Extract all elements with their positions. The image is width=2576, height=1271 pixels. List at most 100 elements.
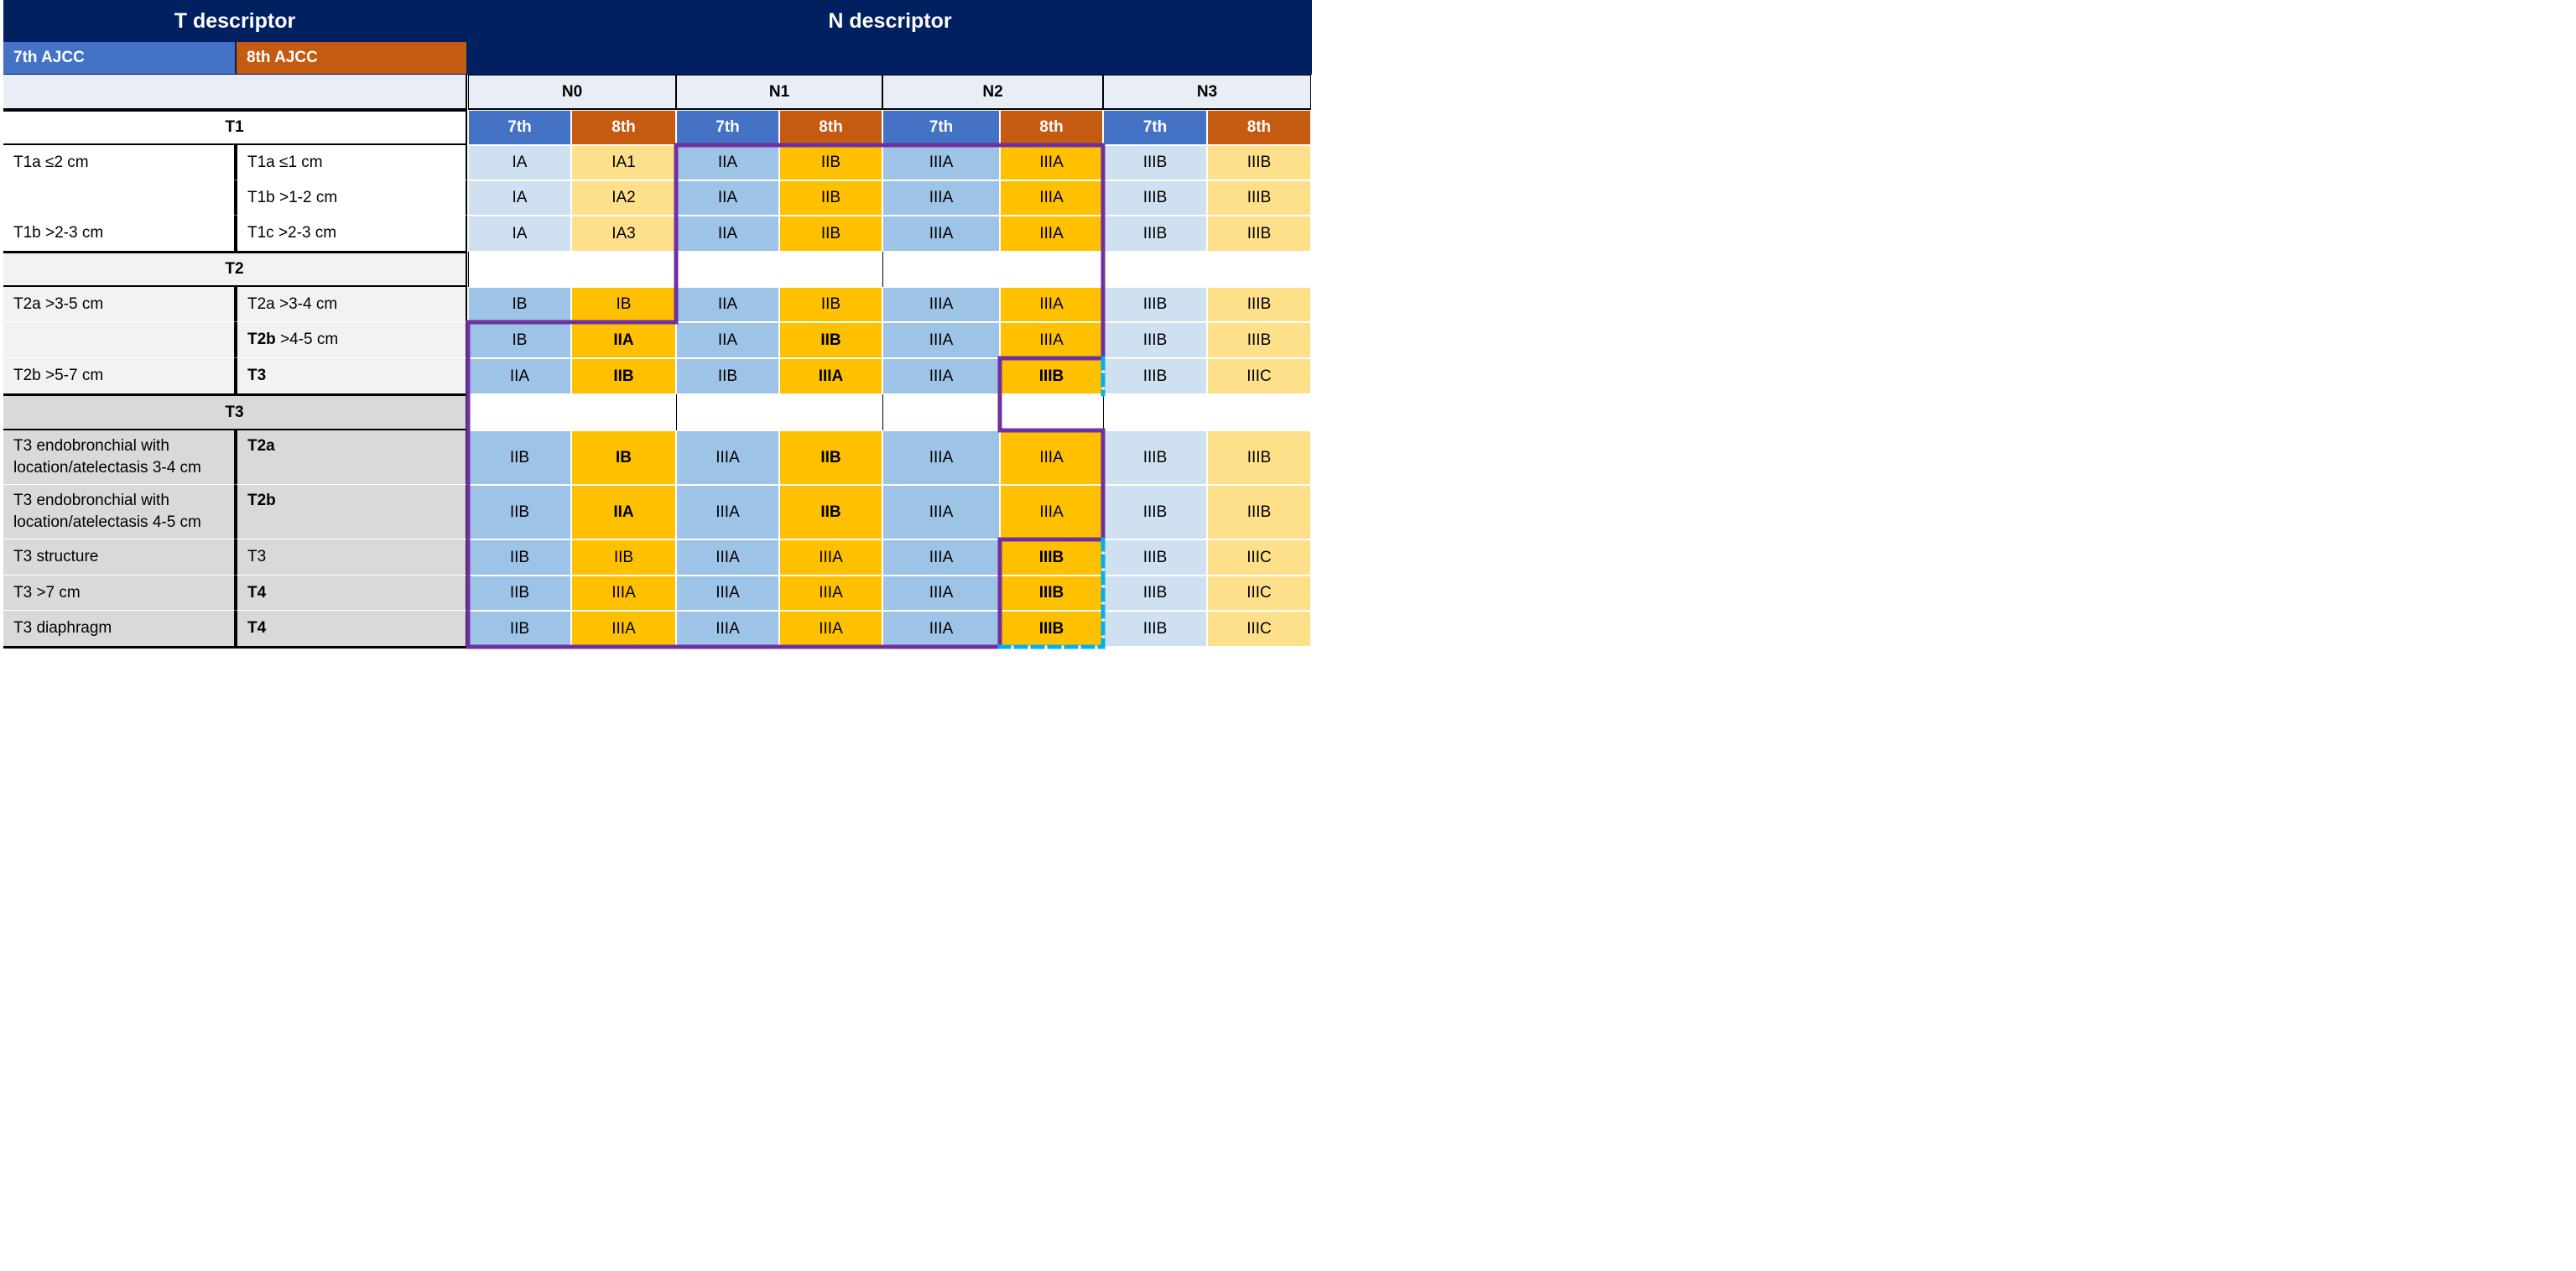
stage-cell: IIIA — [571, 611, 676, 647]
row-8th-descriptor: T4 — [236, 611, 467, 647]
stage-cell: IIIB — [1207, 216, 1311, 252]
row-8th-descriptor-bold: T4 — [247, 583, 267, 602]
n-group-header-n1: N1 — [676, 75, 882, 110]
stage-cell: IIIA — [571, 576, 676, 611]
edition-header-7th: 7th — [676, 110, 779, 145]
stage-cell: IIIB — [1207, 430, 1311, 485]
stage-cell: IIIB — [1103, 322, 1207, 358]
row-7th-descriptor: T1a ≤2 cm — [3, 145, 236, 180]
stage-cell: IIIB — [1103, 485, 1207, 539]
stage-cell: IIIB — [1207, 485, 1311, 539]
row-7th-descriptor: T3 diaphragm — [3, 611, 236, 647]
stage-cell: IIIB — [1103, 358, 1207, 394]
stage-cell: IIIB — [1103, 180, 1207, 216]
stage-cell: IIIB — [1207, 145, 1311, 180]
stage-cell: IIIA — [882, 611, 1000, 647]
stage-cell: IIIA — [882, 358, 1000, 394]
row-7th-descriptor: T3 structure — [3, 539, 236, 576]
stage-cell: IIIB — [1207, 287, 1311, 322]
stage-cell: IIIB — [1207, 322, 1311, 358]
stage-cell: IA3 — [571, 216, 676, 252]
row-8th-descriptor: T2a — [236, 430, 467, 485]
stage-cell: IIIC — [1207, 576, 1311, 611]
stage-cell: IIIA — [882, 322, 1000, 358]
stage-cell: IIB — [779, 180, 882, 216]
edition-header-7th: 7th — [882, 110, 1000, 145]
n-header-blank — [3, 75, 467, 110]
stage-cell: IIIB — [1103, 145, 1207, 180]
row-8th-descriptor: T1a ≤1 cm — [236, 145, 467, 180]
row-8th-descriptor: T2a >3-4 cm — [236, 287, 467, 322]
row-8th-descriptor: T1b >1-2 cm — [236, 180, 467, 216]
row-8th-descriptor-text: T1c >2-3 cm — [247, 224, 337, 242]
row-7th-descriptor: T2a >3-5 cm — [3, 287, 236, 322]
stage-cell: IIIA — [676, 576, 779, 611]
stage-cell: IIA — [571, 485, 676, 539]
section-blank-cell — [468, 394, 676, 430]
section-header-t1: T1 — [3, 110, 467, 145]
row-8th-descriptor-bold: T2b — [247, 331, 276, 348]
stage-cell: IIIB — [1103, 430, 1207, 485]
row-8th-descriptor: T4 — [236, 576, 467, 611]
stage-cell: IIIA — [676, 485, 779, 539]
stage-cell: IIIA — [779, 539, 882, 576]
row-8th-descriptor-text: T1b >1-2 cm — [247, 188, 338, 206]
row-7th-descriptor — [3, 322, 236, 358]
stage-cell: IA — [468, 145, 571, 180]
stage-cell: IIIA — [882, 180, 1000, 216]
stage-cell: IA2 — [571, 180, 676, 216]
stage-cell: IIB — [676, 358, 779, 394]
edition-header-8th: 8th — [571, 110, 676, 145]
t-descriptor-title: T descriptor — [174, 8, 296, 33]
edition-header-7th: 7th — [468, 110, 571, 145]
row-8th-descriptor-text: T2a >3-4 cm — [247, 294, 338, 313]
cyan-dashed-lower — [997, 537, 1106, 649]
stage-cell: IIIA — [882, 539, 1000, 576]
stage-cell: IIIA — [779, 358, 882, 394]
stage-cell: IIIA — [676, 539, 779, 576]
row-7th-descriptor: T2b >5-7 cm — [3, 358, 236, 394]
section-blank-cell — [1103, 394, 1311, 430]
section-blank-cell — [882, 394, 1103, 430]
stage-cell: IIA — [676, 216, 779, 252]
stage-cell: IB — [468, 287, 571, 322]
stage-cell: IIB — [779, 322, 882, 358]
stage-cell: IIIC — [1207, 358, 1311, 394]
row-8th-descriptor-bold: T4 — [247, 619, 267, 637]
stage-cell: IIB — [779, 485, 882, 539]
n-group-header-n3: N3 — [1103, 75, 1311, 110]
row-7th-descriptor — [3, 180, 236, 216]
stage-cell: IIA — [676, 322, 779, 358]
row-8th-descriptor-text: >4-5 cm — [275, 331, 339, 348]
row-7th-descriptor: T3 >7 cm — [3, 576, 236, 611]
stage-cell: IIA — [676, 180, 779, 216]
stage-cell: IIIA — [779, 576, 882, 611]
stage-cell: IIIA — [1000, 322, 1103, 358]
row-8th-descriptor-bold: T2b — [247, 492, 276, 509]
stage-cell: IIIA — [882, 430, 1000, 485]
stage-cell: IIB — [571, 539, 676, 576]
stage-cell: IIIB — [1000, 611, 1103, 647]
stage-cell: IIB — [468, 485, 571, 539]
stage-cell: IIB — [571, 358, 676, 394]
section-header-t2: T2 — [3, 252, 467, 287]
stage-cell: IIB — [468, 539, 571, 576]
stage-cell: IIB — [468, 576, 571, 611]
stage-cell: IIIC — [1207, 539, 1311, 576]
row-8th-descriptor-text: T3 — [247, 548, 267, 565]
stage-cell: IA — [468, 180, 571, 216]
stage-cell: IIIA — [1000, 145, 1103, 180]
stage-cell: IIIA — [1000, 287, 1103, 322]
stage-cell: IIB — [468, 611, 571, 647]
row-7th-descriptor: T1b >2-3 cm — [3, 216, 236, 252]
row-8th-descriptor: T1c >2-3 cm — [236, 216, 467, 252]
row-8th-descriptor-bold: T2a — [247, 437, 275, 455]
stage-cell: IIIA — [882, 287, 1000, 322]
purple-outline-upper — [466, 143, 1106, 325]
stage-cell: IIIA — [882, 576, 1000, 611]
section-blank-cell — [676, 252, 882, 287]
section-blank-cell — [882, 252, 1103, 287]
stage-cell: IIIA — [676, 430, 779, 485]
section-blank-cell — [676, 394, 882, 430]
stage-cell: IIIC — [1207, 611, 1311, 647]
